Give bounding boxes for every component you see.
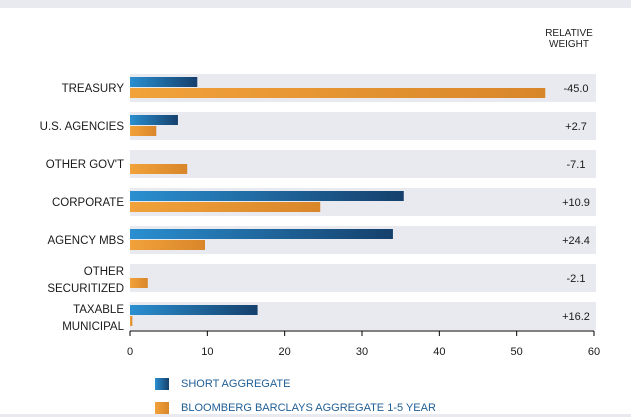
- relative-weight-value: +24.4: [562, 235, 590, 247]
- relative-weight-header: RELATIVE WEIGHT: [538, 28, 600, 50]
- bar-barclays-aggregate: [130, 316, 133, 326]
- x-tick-label: 10: [201, 346, 213, 358]
- legend-item-barclays: BLOOMBERG BARCLAYS AGGREGATE 1-5 YEAR: [155, 402, 436, 415]
- category-label: OTHER GOV'T: [46, 159, 124, 171]
- x-tick-label: 40: [433, 346, 445, 358]
- x-tick-label: 30: [356, 346, 368, 358]
- category-label: U.S. AGENCIES: [40, 121, 125, 133]
- x-tick-label: 20: [279, 346, 291, 358]
- relative-weight-value: +16.2: [562, 311, 590, 323]
- relative-weight-header-line-2: WEIGHT: [549, 39, 589, 50]
- row-background: [130, 264, 596, 292]
- x-tick-label: 50: [511, 346, 523, 358]
- relative-weight-header-line-1: RELATIVE: [545, 28, 593, 39]
- bar-barclays-aggregate: [130, 278, 148, 288]
- category-label: TAXABLE: [73, 304, 124, 316]
- legend-swatch-barclays: [155, 402, 169, 415]
- bar-barclays-aggregate: [130, 164, 188, 174]
- x-tick-label: 0: [127, 346, 133, 358]
- category-label: OTHER: [84, 266, 124, 278]
- bar-short-aggregate: [130, 305, 258, 315]
- bar-barclays-aggregate: [130, 202, 321, 212]
- category-label: AGENCY MBS: [48, 235, 125, 247]
- bar-short-aggregate: [130, 229, 393, 239]
- legend-swatch-short: [155, 378, 169, 391]
- bar-barclays-aggregate: [130, 88, 546, 98]
- relative-weight-value: -2.1: [567, 273, 586, 285]
- legend-label-barclays: BLOOMBERG BARCLAYS AGGREGATE 1-5 YEAR: [181, 402, 436, 415]
- row-background: [130, 150, 596, 178]
- relative-weight-value: +10.9: [562, 197, 590, 209]
- relative-weight-value: +2.7: [565, 121, 587, 133]
- x-tick-label: 60: [588, 346, 600, 358]
- category-label: SECURITIZED: [47, 283, 124, 295]
- bar-short-aggregate: [130, 77, 198, 87]
- bar-short-aggregate: [130, 191, 404, 201]
- category-label: MUNICIPAL: [62, 321, 124, 333]
- relative-weight-value: -7.1: [567, 159, 586, 171]
- category-label: TREASURY: [62, 83, 125, 95]
- category-label: CORPORATE: [52, 197, 124, 209]
- legend-label-short: SHORT AGGREGATE: [181, 378, 291, 391]
- bar-barclays-aggregate: [130, 240, 206, 250]
- row-background: [130, 112, 596, 140]
- bar-barclays-aggregate: [130, 126, 157, 136]
- legend-item-short: SHORT AGGREGATE: [155, 378, 291, 391]
- relative-weight-value: -45.0: [563, 83, 588, 95]
- bar-short-aggregate: [130, 115, 178, 125]
